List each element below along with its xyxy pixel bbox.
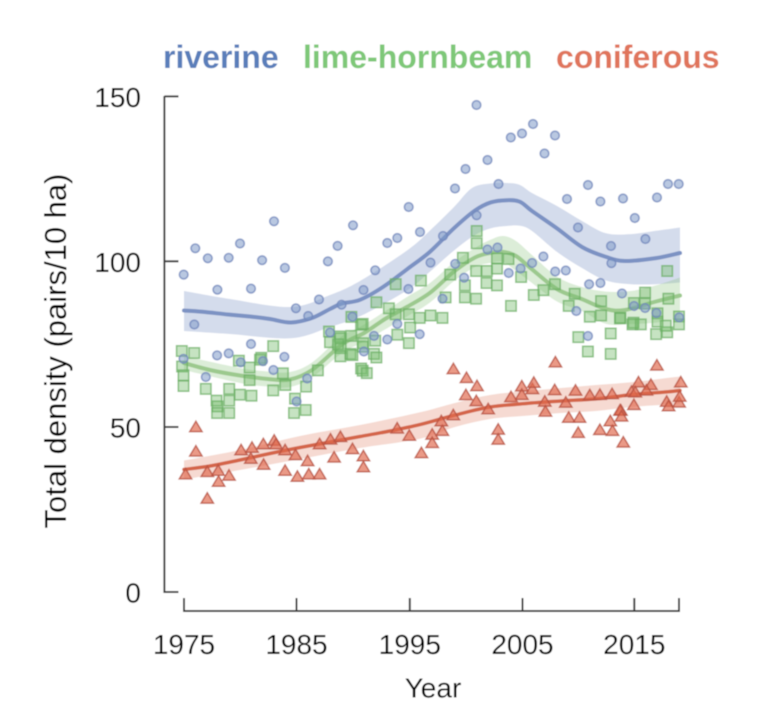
svg-text:2005: 2005 [491,629,553,660]
svg-text:100: 100 [94,247,141,278]
svg-text:50: 50 [110,412,141,443]
svg-text:1975: 1975 [153,629,215,660]
svg-text:1995: 1995 [379,629,441,660]
svg-text:lime-hornbeam: lime-hornbeam [303,39,532,75]
svg-text:2015: 2015 [603,629,665,660]
svg-text:0: 0 [125,577,141,608]
svg-text:coniferous: coniferous [556,39,720,75]
svg-text:150: 150 [94,82,141,113]
svg-text:riverine: riverine [163,39,279,75]
svg-text:Year: Year [405,673,462,704]
svg-text:Total density (pairs/10 ha): Total density (pairs/10 ha) [38,174,73,529]
svg-text:1985: 1985 [265,629,327,660]
